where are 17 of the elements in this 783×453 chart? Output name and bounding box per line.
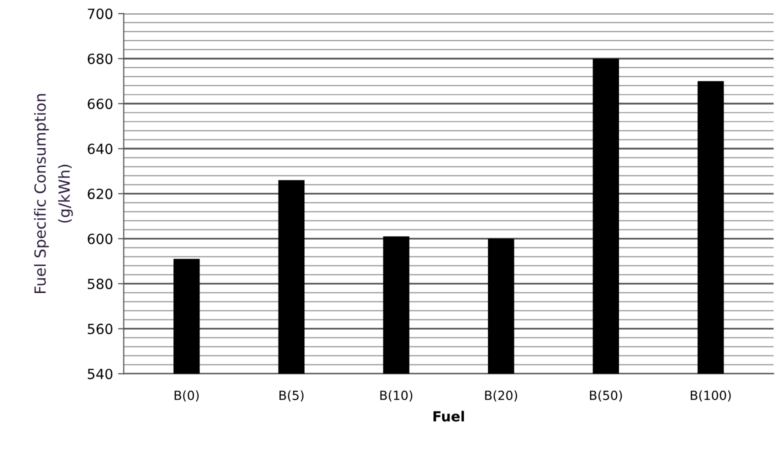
x-tick-label: B(0) (174, 390, 199, 402)
x-axis-title: Fuel (434, 410, 464, 422)
x-tick-label: B(100) (690, 390, 731, 402)
y-tick-label: 640 (88, 144, 112, 154)
y-tick-label: 620 (88, 188, 112, 200)
y-tick-label: 660 (88, 98, 112, 110)
x-tick-label: B(5) (280, 390, 304, 402)
y-tick-label: 580 (88, 278, 112, 290)
y-tick-label: 680 (88, 54, 112, 64)
y-tick-label: 540 (88, 368, 112, 380)
y-tick-label: 600 (88, 234, 112, 244)
y-axis-title: Fuel Specific Consumption (g/kWh) (34, 94, 73, 293)
x-tick-label: B(10) (380, 390, 412, 402)
x-tick-label: B(50) (590, 390, 622, 402)
y-tick-label: 700 (88, 8, 112, 20)
y-tick-label: 560 (88, 324, 112, 334)
x-tick-label: B(20) (485, 390, 518, 402)
